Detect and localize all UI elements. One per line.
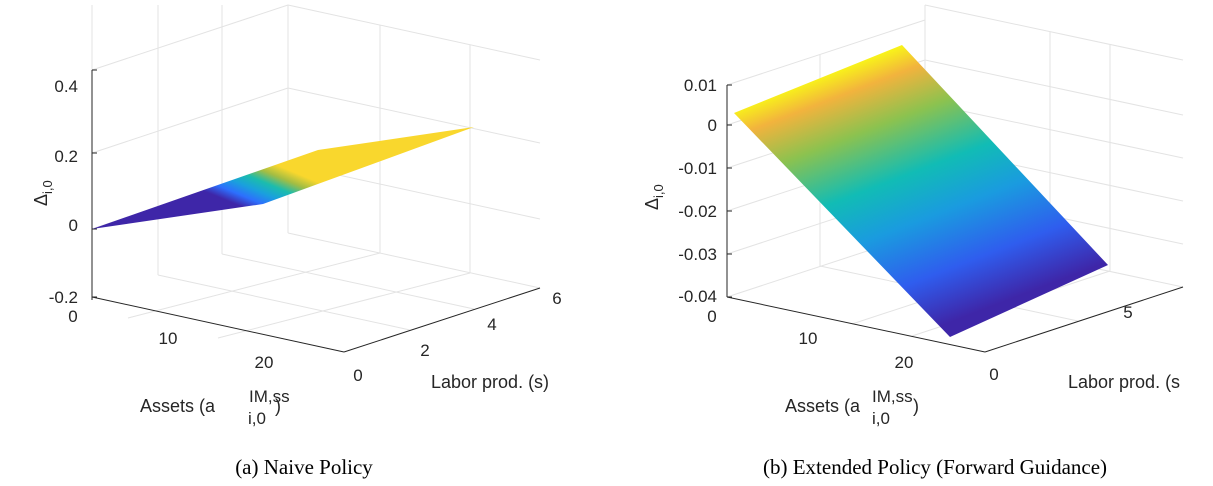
panel-b-y-tick-1: 5 [1123, 303, 1132, 322]
panel-a-x-tick-2: 20 [255, 353, 274, 372]
panel-a-surface [92, 127, 474, 229]
panel-b-z-tick-5: -0.04 [678, 287, 717, 306]
panel-b-z-tick-4: -0.03 [678, 245, 717, 264]
panel-a-y-tick-2: 4 [487, 315, 496, 334]
panel-a: 0.4 0.2 0 -0.2 0 10 20 0 2 4 6 Δi,0 Asse… [31, 4, 562, 479]
panel-b-y-tick-0: 0 [989, 365, 998, 384]
panel-a-y-tick-3: 6 [552, 289, 561, 308]
panel-b-caption: (b) Extended Policy (Forward Guidance) [763, 455, 1107, 479]
panel-b-xlabel: Assets (a [785, 396, 861, 416]
panel-a-y-tick-1: 2 [420, 341, 429, 360]
panel-a-z-tick-3: -0.2 [49, 288, 78, 307]
panel-b-z-tick-3: -0.02 [678, 202, 717, 221]
panel-a-axes [91, 70, 541, 353]
panel-a-z-tick-2: 0 [69, 216, 78, 235]
panel-b: 0.01 0 -0.01 -0.02 -0.03 -0.04 0 10 20 0… [642, 4, 1184, 479]
panel-b-x-tick-1: 10 [799, 329, 818, 348]
panel-a-xlabel-close: ) [275, 396, 281, 416]
panel-a-ylabel: Labor prod. (s) [431, 372, 549, 392]
panel-a-x-tick-0: 0 [68, 307, 77, 326]
panel-b-surface [734, 45, 1108, 337]
panel-b-xlabel-sup: IM,ss [872, 387, 913, 406]
panel-b-xlabel-sub: i,0 [872, 409, 890, 428]
panel-a-y-tick-0: 0 [353, 366, 362, 385]
panel-b-z-ticks [727, 84, 732, 298]
panel-b-zlabel: Δi,0 [642, 184, 666, 210]
panel-b-z-tick-2: -0.01 [678, 159, 717, 178]
panel-a-zlabel: Δi,0 [31, 180, 55, 206]
panel-a-caption: (a) Naive Policy [235, 455, 373, 479]
panel-a-xlabel-sup: IM,ss [249, 387, 290, 406]
panel-b-xlabel-close: ) [913, 396, 919, 416]
panel-b-z-tick-1: 0 [708, 116, 717, 135]
panel-a-z-tick-0: 0.4 [54, 77, 78, 96]
panel-a-z-tick-1: 0.2 [54, 147, 78, 166]
panel-a-xlabel-sub: i,0 [248, 409, 266, 428]
panel-b-x-tick-0: 0 [707, 307, 716, 326]
panel-a-x-tick-1: 10 [159, 329, 178, 348]
panel-b-ylabel: Labor prod. (s [1068, 372, 1180, 392]
panel-b-axes [726, 85, 1184, 353]
panel-a-z-ticks [92, 69, 97, 298]
panel-a-xlabel: Assets (a [140, 396, 216, 416]
panel-b-z-tick-0: 0.01 [684, 76, 717, 95]
panel-b-x-tick-2: 20 [895, 353, 914, 372]
